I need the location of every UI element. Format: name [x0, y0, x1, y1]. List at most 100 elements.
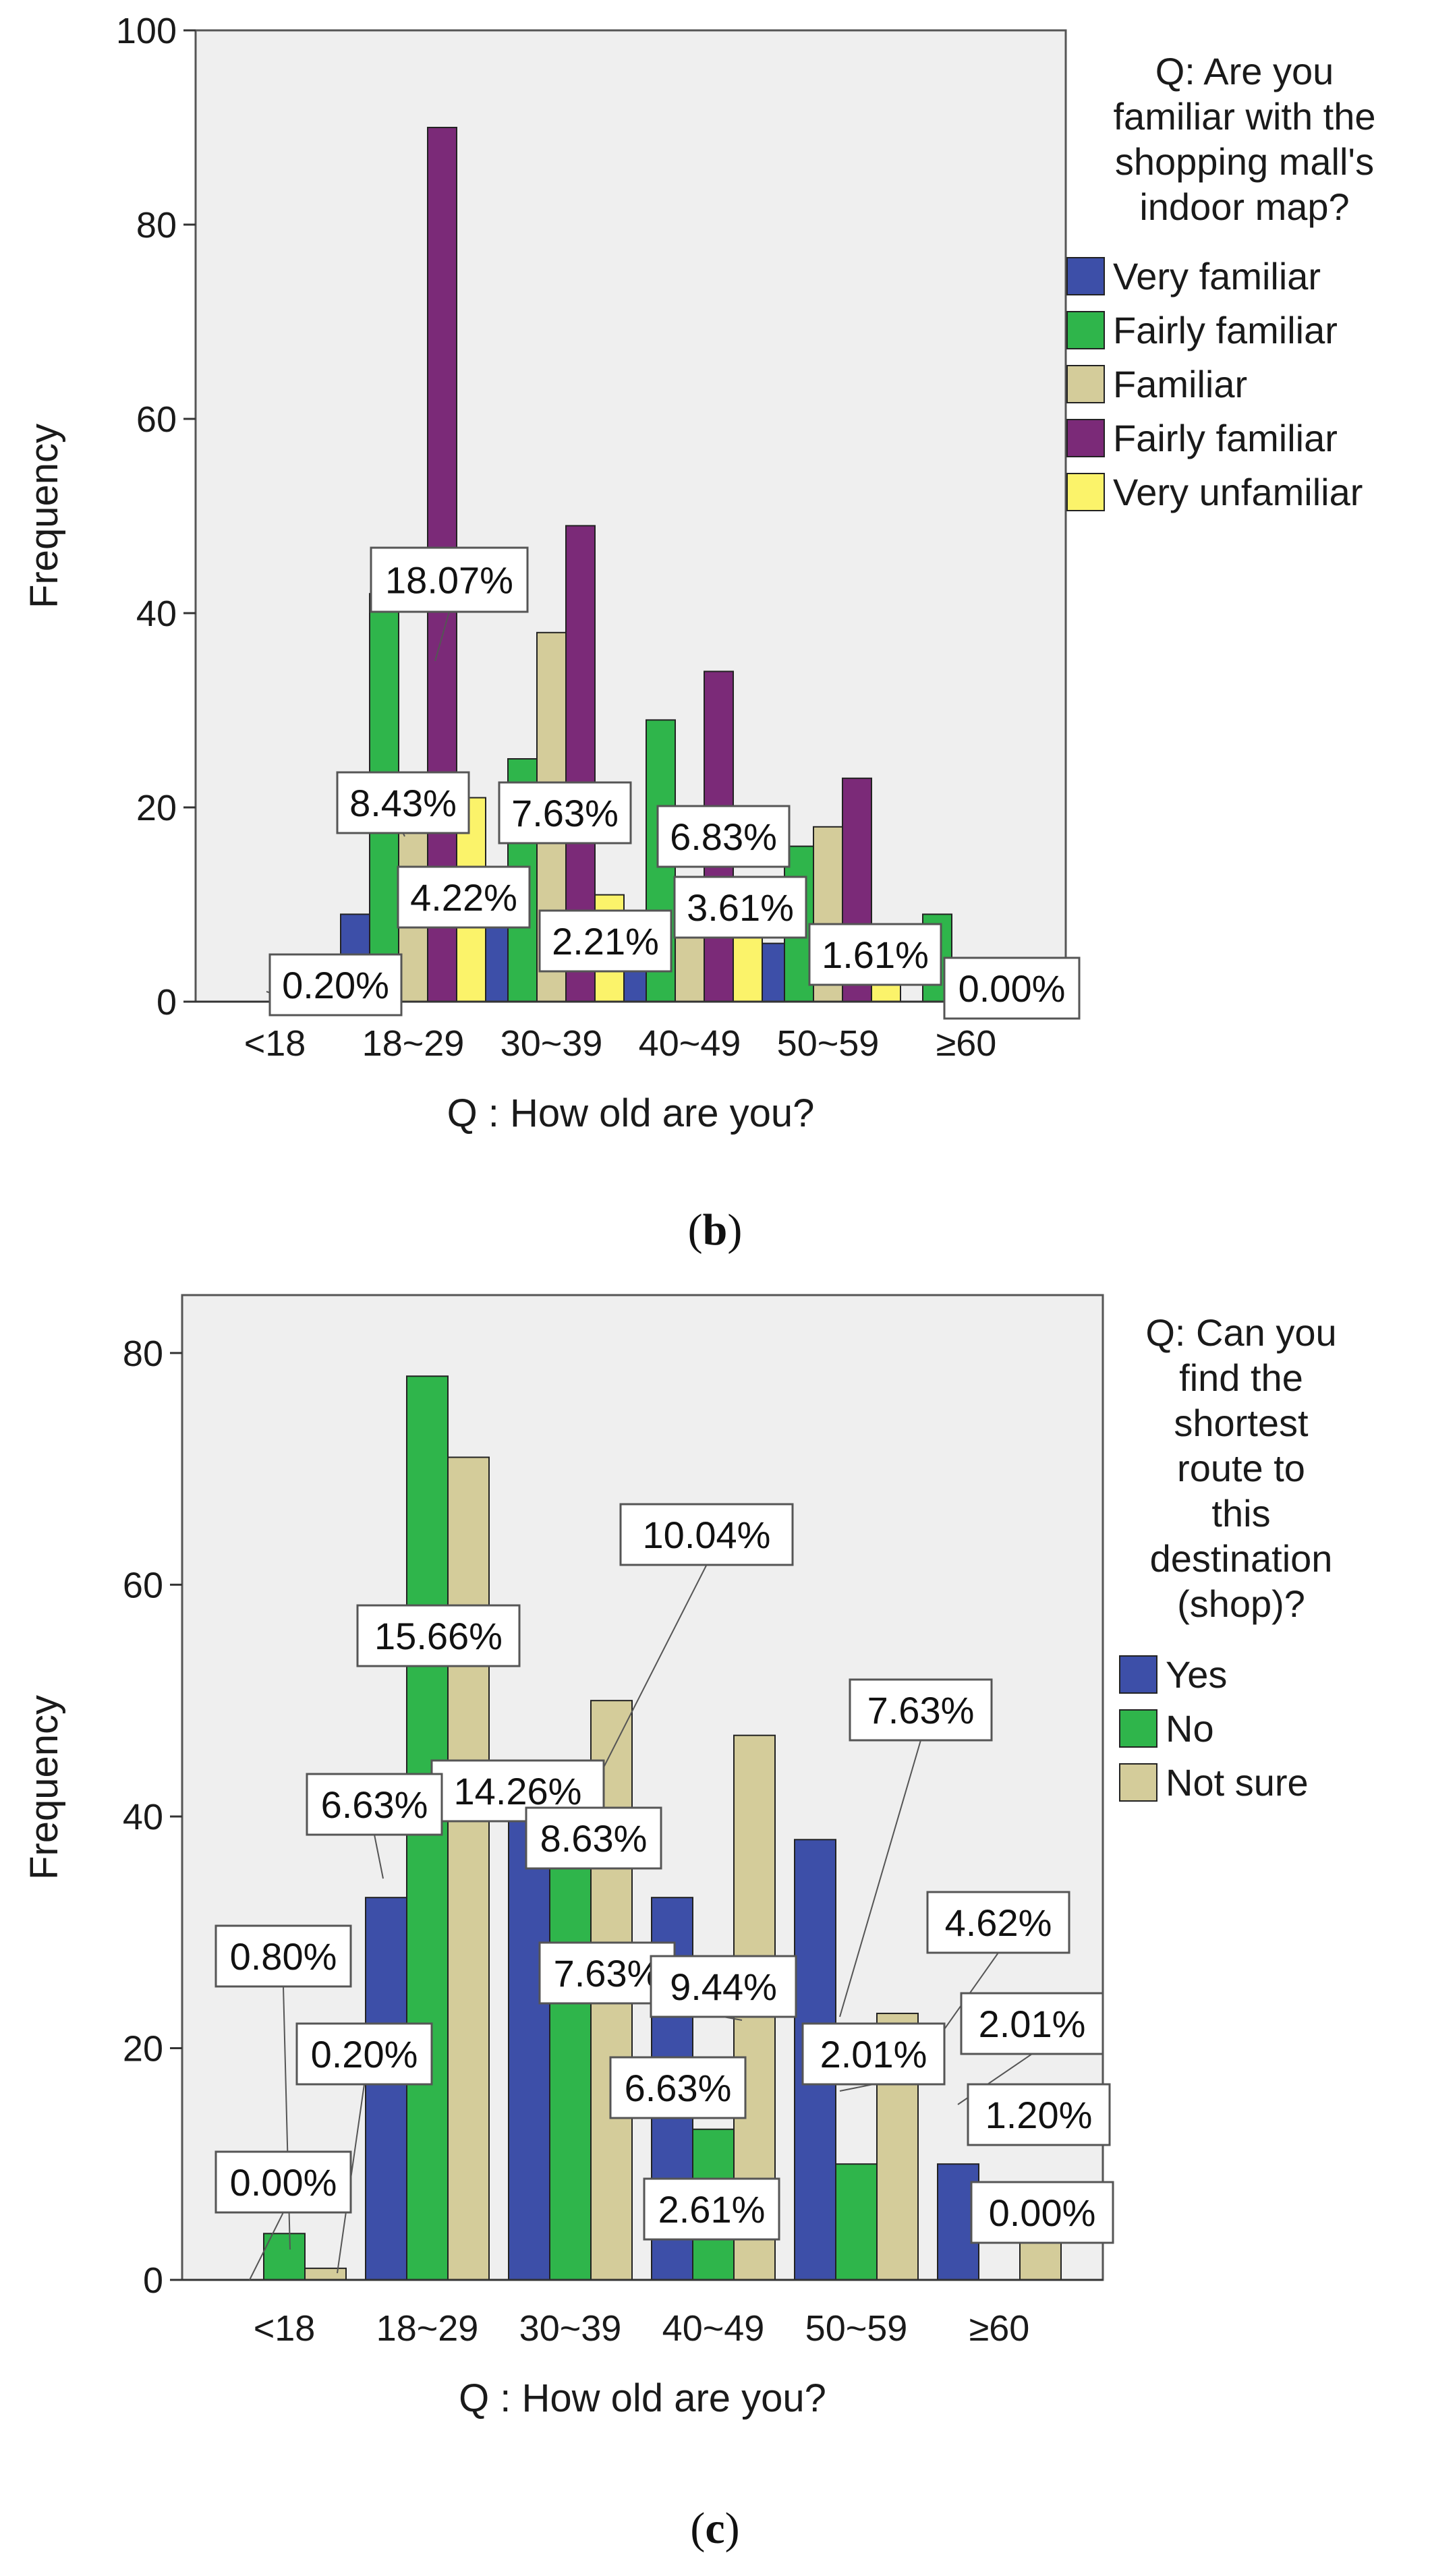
legend-title-line: find the — [1179, 1356, 1303, 1399]
y-tick-label: 0 — [143, 2260, 163, 2301]
legend-title-line: (shop)? — [1177, 1582, 1305, 1625]
legend-label: Yes — [1166, 1653, 1227, 1696]
callout-leader — [434, 611, 450, 662]
plot-area — [194, 29, 1067, 1003]
callout-label: 6.63% — [321, 1783, 428, 1826]
y-tick-label: 0 — [156, 982, 177, 1023]
y-tick-label: 40 — [123, 1797, 163, 1837]
callout-box — [356, 1604, 521, 1667]
x-tick-label: 50~59 — [777, 1023, 880, 1064]
callout-leader — [839, 2084, 874, 2092]
callout-box — [538, 909, 673, 973]
x-tick-label: 50~59 — [805, 2308, 908, 2349]
callout-label: 8.63% — [540, 1817, 648, 1860]
y-tick-label: 60 — [123, 1565, 163, 1605]
bar — [447, 1456, 490, 2281]
callout-box — [370, 546, 529, 613]
callout-box — [970, 2181, 1114, 2244]
legend-title-line: destination — [1150, 1537, 1333, 1580]
legend-label: Fairly familiar — [1113, 417, 1338, 459]
x-tick-label: 30~39 — [500, 1023, 603, 1064]
callout-box — [525, 1806, 662, 1870]
callout-box — [849, 1678, 993, 1742]
callout-leader — [839, 1740, 921, 2017]
chart-panel-b: 0 20 40 60 80 100 <18 18~29 30~39 40~49 50~59 ≥60 Q … — [22, 11, 1376, 1255]
callout-box — [214, 1924, 352, 1988]
legend-label: Very familiar — [1113, 255, 1321, 297]
callout-box — [306, 1773, 443, 1836]
callout-label: 18.07% — [385, 559, 513, 602]
callout-label: 0.20% — [311, 2033, 418, 2076]
callout-label: 1.20% — [985, 2094, 1093, 2136]
y-tick-label: 60 — [136, 399, 177, 440]
y-tick-label: 40 — [136, 594, 177, 634]
panel-label-letter: c — [705, 2504, 724, 2553]
callout-label: 7.63% — [554, 1952, 661, 1995]
callout-box — [943, 956, 1081, 1020]
callout-label: 10.04% — [643, 1514, 771, 1556]
legend-label: Very unfamiliar — [1113, 471, 1363, 513]
callout-label: 0.20% — [282, 964, 389, 1006]
y-tick-label: 100 — [116, 11, 177, 51]
x-tick-label: 18~29 — [376, 2308, 479, 2349]
callout-label: 0.00% — [989, 2192, 1096, 2234]
legend-title-line: this — [1211, 1492, 1270, 1535]
callout-label: 1.61% — [822, 934, 929, 976]
x-tick-label: 30~39 — [519, 2308, 622, 2349]
callout-box — [926, 1891, 1070, 1954]
callout-box — [609, 2056, 747, 2119]
legend-label: Not sure — [1166, 1761, 1309, 1804]
legend-swatch — [1066, 311, 1105, 349]
callout-label: 15.66% — [374, 1615, 503, 1657]
x-tick-label: 40~49 — [662, 2308, 765, 2349]
y-tick-label: 20 — [136, 788, 177, 828]
legend-title-line: indoor map? — [1139, 185, 1349, 228]
legend-title-line: route to — [1177, 1447, 1305, 1489]
legend-swatch — [1066, 419, 1105, 457]
legend-swatch — [1066, 365, 1105, 403]
callout-box — [960, 1992, 1104, 2055]
x-tick-label: ≥60 — [969, 2308, 1030, 2349]
y-axis-title: Frequency — [22, 424, 66, 608]
callout-label: 2.01% — [979, 2003, 1086, 2045]
legend-title-line: Q: Are you — [1155, 50, 1334, 92]
callout-box — [643, 2177, 780, 2241]
callout-box — [295, 2022, 433, 2086]
callout-label: 0.00% — [959, 967, 1066, 1010]
bar — [549, 1839, 592, 2281]
callout-box — [268, 953, 403, 1017]
bar — [365, 1897, 407, 2281]
callout-label: 2.21% — [552, 920, 659, 963]
legend-swatch — [1066, 473, 1105, 511]
callout-box — [650, 1955, 797, 2018]
y-axis-title: Frequency — [22, 1695, 66, 1880]
callout-label: 0.80% — [230, 1935, 337, 1978]
callout-box — [397, 865, 531, 929]
callout-label: 4.22% — [410, 876, 517, 919]
callout-label: 6.63% — [625, 2067, 732, 2109]
x-tick-label: 18~29 — [362, 1023, 465, 1064]
legend-swatch — [1119, 1655, 1157, 1694]
callout-box — [967, 2083, 1111, 2146]
callout-label: 2.61% — [658, 2188, 766, 2231]
callout-label: 9.44% — [670, 1966, 777, 2008]
callout-box — [336, 771, 470, 834]
panel-label: (c) — [690, 2504, 739, 2553]
callout-label: 2.01% — [820, 2033, 927, 2076]
callout-label: 7.63% — [867, 1689, 975, 1731]
callout-box — [801, 2022, 946, 2086]
x-tick-label: 40~49 — [639, 1023, 741, 1064]
legend-label: Familiar — [1113, 363, 1247, 405]
x-tick-label: ≥60 — [936, 1023, 997, 1064]
legend-title-line: shopping mall's — [1115, 140, 1374, 183]
x-tick-label: <18 — [244, 1023, 306, 1064]
x-axis-title: Q : How old are you? — [459, 2376, 826, 2420]
bar — [835, 2163, 878, 2281]
legend-label: No — [1166, 1707, 1214, 1750]
callout-box — [673, 876, 807, 939]
callout-box — [498, 781, 632, 845]
legend-title-line: shortest — [1174, 1402, 1309, 1444]
x-tick-label: <18 — [254, 2308, 316, 2349]
legend-swatch — [1119, 1763, 1157, 1802]
callout-box — [808, 923, 942, 986]
